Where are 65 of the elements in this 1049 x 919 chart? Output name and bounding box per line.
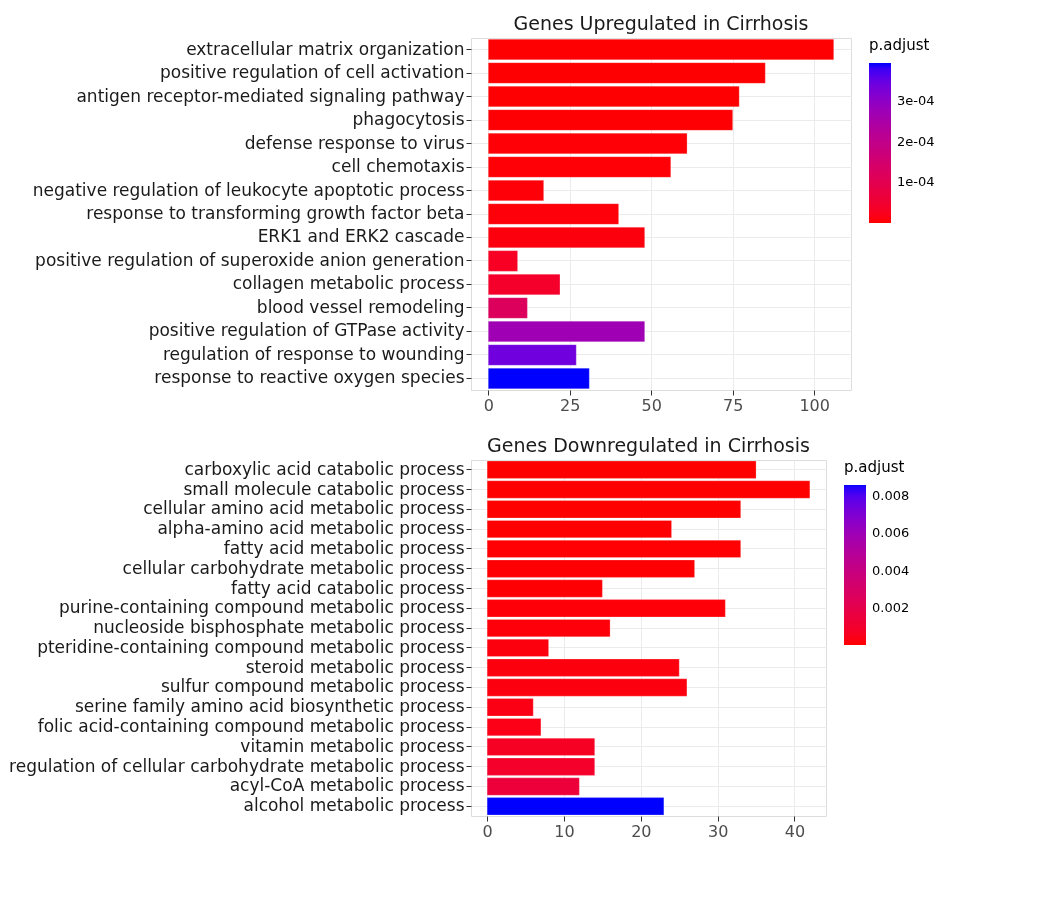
- x-tick-label: 0: [482, 821, 493, 841]
- bar: [488, 156, 671, 178]
- color-bar-label: 0.004: [872, 562, 910, 578]
- y-tick-label: serine family amino acid biosynthetic process: [75, 696, 465, 717]
- y-tick-label: vitamin metabolic process: [240, 735, 465, 756]
- y-tick-label: cellular amino acid metabolic process: [143, 498, 465, 519]
- y-tick-label: fatty acid catabolic process: [231, 577, 465, 598]
- y-tick-label: positive regulation of cell activation: [160, 62, 465, 83]
- x-tick-label: 25: [560, 395, 581, 415]
- y-tick-label: response to reactive oxygen species: [154, 367, 465, 388]
- x-tick-label: 40: [784, 821, 806, 841]
- y-tick-label: positive regulation of GTPase activity: [148, 320, 465, 341]
- x-tick-label: 0: [483, 395, 494, 415]
- bar: [488, 273, 561, 296]
- x-tick-label: 30: [707, 821, 729, 841]
- color-bar-label: 1e-04: [897, 174, 935, 190]
- x-tick-label: 20: [631, 821, 652, 841]
- color-bar-label: 0.002: [872, 599, 910, 615]
- y-tick-label: fatty acid metabolic process: [223, 537, 465, 558]
- y-tick-label: small molecule catabolic process: [183, 478, 465, 499]
- y-tick-label: alcohol metabolic process: [243, 795, 465, 816]
- color-bar-title: p.adjust: [869, 36, 930, 54]
- color-bar-label: 0.006: [872, 525, 910, 541]
- y-tick-label: regulation of response to wounding: [162, 343, 465, 364]
- y-tick-label: sulfur compound metabolic process: [160, 676, 465, 697]
- y-tick-label: nucleoside bisphosphate metabolic process: [93, 617, 465, 638]
- y-tick-label: alpha-amino acid metabolic process: [157, 518, 465, 539]
- bar: [488, 179, 544, 202]
- bar: [488, 226, 645, 249]
- y-tick-label: regulation of cellular carbohydrate metabolic process: [9, 755, 465, 776]
- bar: [488, 203, 619, 225]
- bar: [488, 297, 528, 319]
- y-tick-label: carboxylic acid catabolic process: [184, 458, 465, 479]
- y-tick-label: positive regulation of superoxide anion generation: [35, 250, 465, 270]
- y-tick-label: steroid metabolic process: [245, 656, 465, 677]
- y-tick-label: blood vessel remodeling: [256, 296, 465, 317]
- y-tick-label: ERK1 and ERK2 cascade: [257, 226, 465, 247]
- y-tick-label: pteridine-containing compound metabolic process: [37, 636, 465, 657]
- chart-title: Genes Upregulated in Cirrhosis: [513, 12, 809, 34]
- y-tick-label: response to transforming growth factor beta: [86, 203, 465, 223]
- bar: [488, 320, 645, 343]
- x-tick-label: 50: [641, 395, 662, 415]
- y-tick-label: defense response to virus: [244, 132, 465, 153]
- y-tick-label: antigen receptor-mediated signaling pathway: [76, 85, 465, 106]
- y-tick-label: collagen metabolic process: [232, 273, 465, 294]
- y-tick-label: negative regulation of leukocyte apoptotic process: [32, 179, 465, 200]
- y-tick-label: acyl-CoA metabolic process: [229, 775, 465, 796]
- x-tick-label: 10: [554, 821, 575, 841]
- y-tick-label: cell chemotaxis: [331, 156, 465, 176]
- color-bar-label: 0.008: [872, 488, 910, 504]
- bar: [488, 250, 518, 272]
- bar: [488, 109, 733, 131]
- y-tick-label: phagocytosis: [352, 109, 465, 130]
- color-bar-title: p.adjust: [844, 458, 905, 476]
- color-bar-label: 2e-04: [897, 133, 935, 149]
- bar: [488, 132, 688, 155]
- x-tick-label: 100: [799, 395, 830, 415]
- y-tick-label: cellular carbohydrate metabolic process: [122, 557, 465, 578]
- bar: [488, 85, 740, 108]
- y-tick-label: folic acid-containing compound metabolic process: [37, 716, 465, 737]
- color-bar-label: 3e-04: [897, 93, 935, 109]
- y-tick-label: extracellular matrix organization: [186, 38, 465, 59]
- chart-title: Genes Downregulated in Cirrhosis: [487, 434, 810, 456]
- x-tick-label: 75: [723, 395, 744, 415]
- y-tick-label: purine-containing compound metabolic process: [58, 597, 465, 618]
